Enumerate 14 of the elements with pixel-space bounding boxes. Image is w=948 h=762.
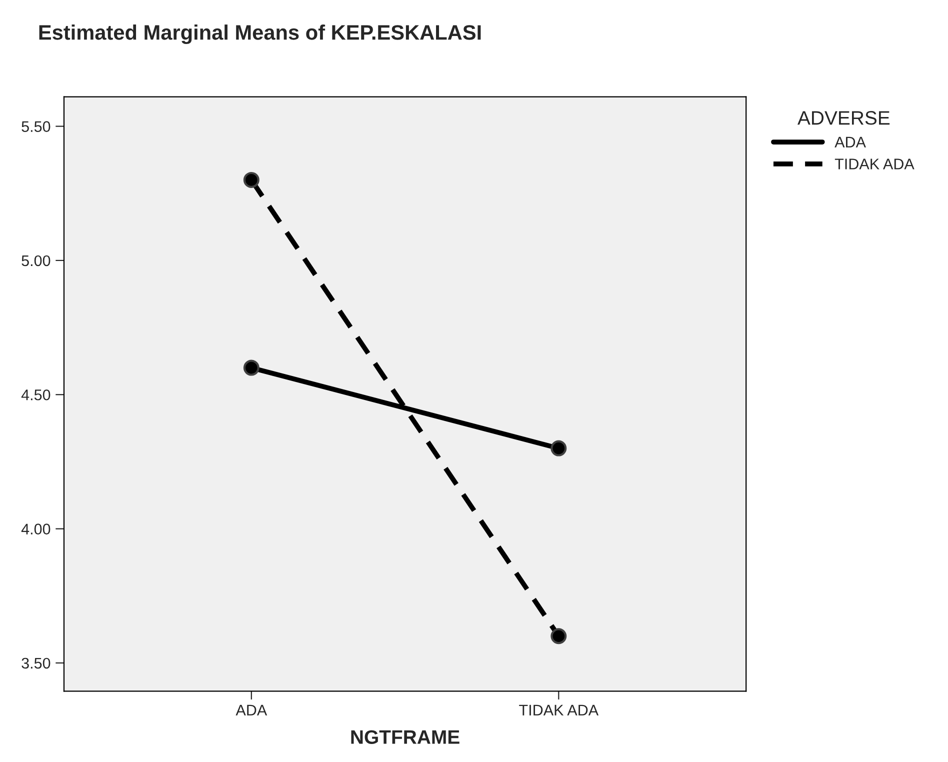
y-tick-label: 4.00 xyxy=(21,524,50,534)
point xyxy=(550,628,567,644)
point xyxy=(243,172,260,188)
y-tick-label: 5.50 xyxy=(22,121,50,132)
x-axis-title: NGTFRAME xyxy=(351,730,460,744)
y-tick-label: 4.50 xyxy=(21,389,50,400)
legend-label: TIDAK ADA xyxy=(834,158,914,170)
chart-title: Estimated Marginal Means of KEP.ESKALASI xyxy=(39,24,481,44)
legend-title: ADVERSE xyxy=(798,111,890,125)
point xyxy=(550,440,567,456)
legend-label: ADA xyxy=(834,136,866,148)
y-tick-label: 5.00 xyxy=(22,255,50,266)
y-tick-label: 3.50 xyxy=(22,658,50,669)
point xyxy=(243,360,260,376)
